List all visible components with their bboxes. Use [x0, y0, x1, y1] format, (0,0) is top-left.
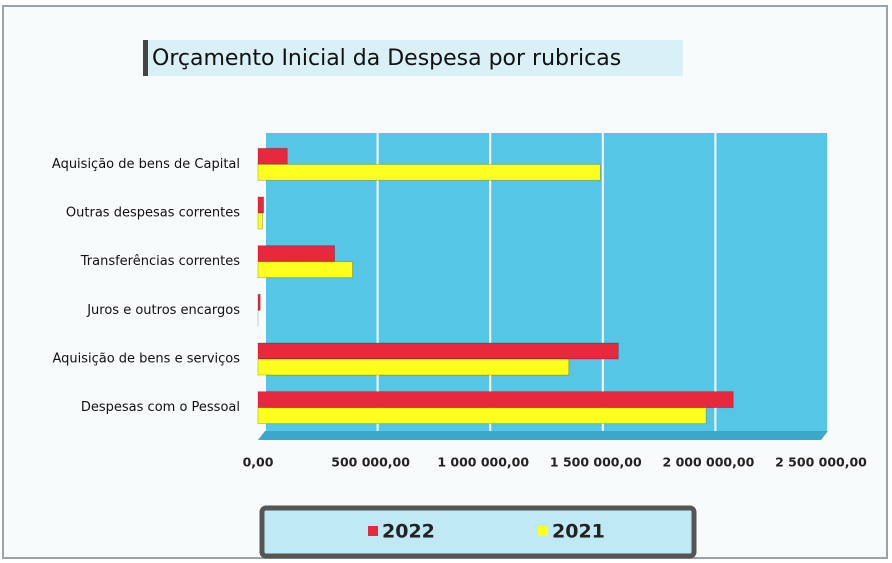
plot-floor	[258, 431, 828, 440]
title-box	[143, 40, 683, 76]
bar	[257, 245, 335, 263]
bar	[257, 342, 619, 360]
y-tick-label: Outras despesas correntes	[66, 206, 240, 221]
y-tick-label: Despesas com o Pessoal	[81, 400, 240, 415]
x-tick-label: 1 000 000,00	[437, 455, 529, 470]
x-tick-label: 2 000 000,00	[663, 455, 755, 470]
bar	[257, 212, 263, 230]
y-tick-label: Aquisição de bens e serviços	[52, 352, 240, 367]
bar	[257, 196, 265, 214]
bar	[257, 358, 570, 376]
plot-wall	[265, 133, 828, 431]
bar	[257, 147, 288, 165]
x-tick-label: 2 500 000,00	[775, 455, 867, 470]
legend-box	[259, 505, 697, 559]
bar	[257, 293, 261, 311]
bar	[257, 163, 601, 181]
y-tick-label: Juros e outros encargos	[86, 303, 240, 318]
x-tick-label: 500 000,00	[331, 455, 410, 470]
chart-title: Orçamento Inicial da Despesa por rubrica…	[152, 46, 621, 71]
bar	[257, 407, 707, 425]
legend-label: 2022	[382, 521, 435, 543]
y-tick-label: Transferências correntes	[80, 254, 240, 269]
legend-swatch	[538, 526, 548, 536]
x-tick-label: 0,00	[243, 455, 274, 470]
bar	[257, 391, 734, 409]
y-tick-label: Aquisição de bens de Capital	[52, 157, 240, 172]
x-tick-label: 1 500 000,00	[550, 455, 642, 470]
title-box-edge	[143, 40, 148, 76]
plot-area	[258, 133, 828, 440]
bar	[257, 261, 353, 279]
legend-label: 2021	[552, 521, 605, 543]
legend-swatch	[368, 526, 378, 536]
